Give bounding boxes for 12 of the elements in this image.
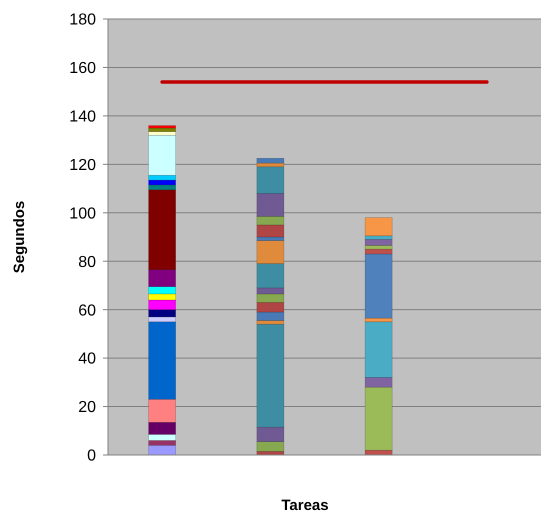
y-tick-label: 180 [69,12,96,29]
y-tick-label: 0 [87,448,96,465]
y-tick-label: 160 [69,60,96,78]
y-tick-label: 60 [78,302,96,320]
y-tick-label: 80 [78,254,96,271]
y-tick-label: 40 [78,350,96,368]
x-axis-title: Tareas [281,497,329,514]
y-tick-label: 120 [69,156,96,174]
y-axis-title: Segundos [11,200,28,274]
y-tick-label: 20 [78,399,96,416]
y-tick-label: 140 [69,108,96,126]
y-tick-label: 100 [69,205,96,222]
